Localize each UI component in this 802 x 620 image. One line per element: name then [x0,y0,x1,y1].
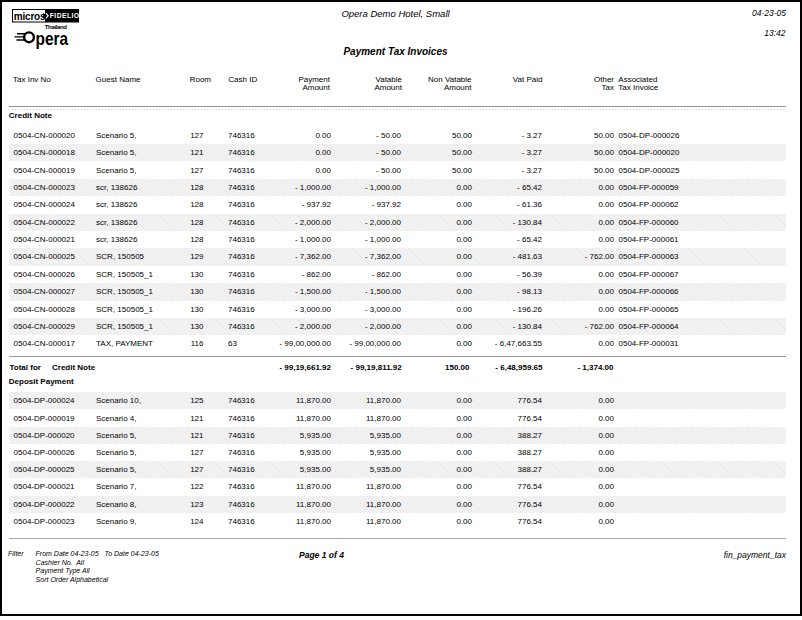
svg-text:pera: pera [36,28,69,49]
